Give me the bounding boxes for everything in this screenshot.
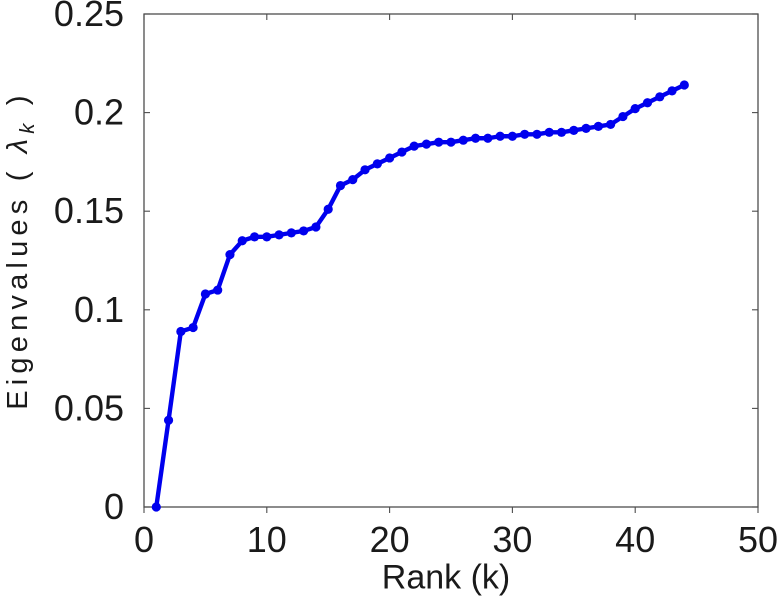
svg-text:50: 50	[738, 519, 778, 560]
svg-text:30: 30	[492, 519, 532, 560]
svg-text:0.05: 0.05	[54, 387, 124, 428]
svg-text:0: 0	[104, 486, 124, 527]
svg-text:0.1: 0.1	[74, 289, 124, 330]
svg-text:40: 40	[615, 519, 655, 560]
svg-text:0.25: 0.25	[54, 0, 124, 34]
svg-text:0.15: 0.15	[54, 190, 124, 231]
svg-text:10: 10	[247, 519, 287, 560]
svg-text:0.2: 0.2	[74, 92, 124, 133]
svg-text:20: 20	[370, 519, 410, 560]
svg-text:0: 0	[134, 519, 154, 560]
